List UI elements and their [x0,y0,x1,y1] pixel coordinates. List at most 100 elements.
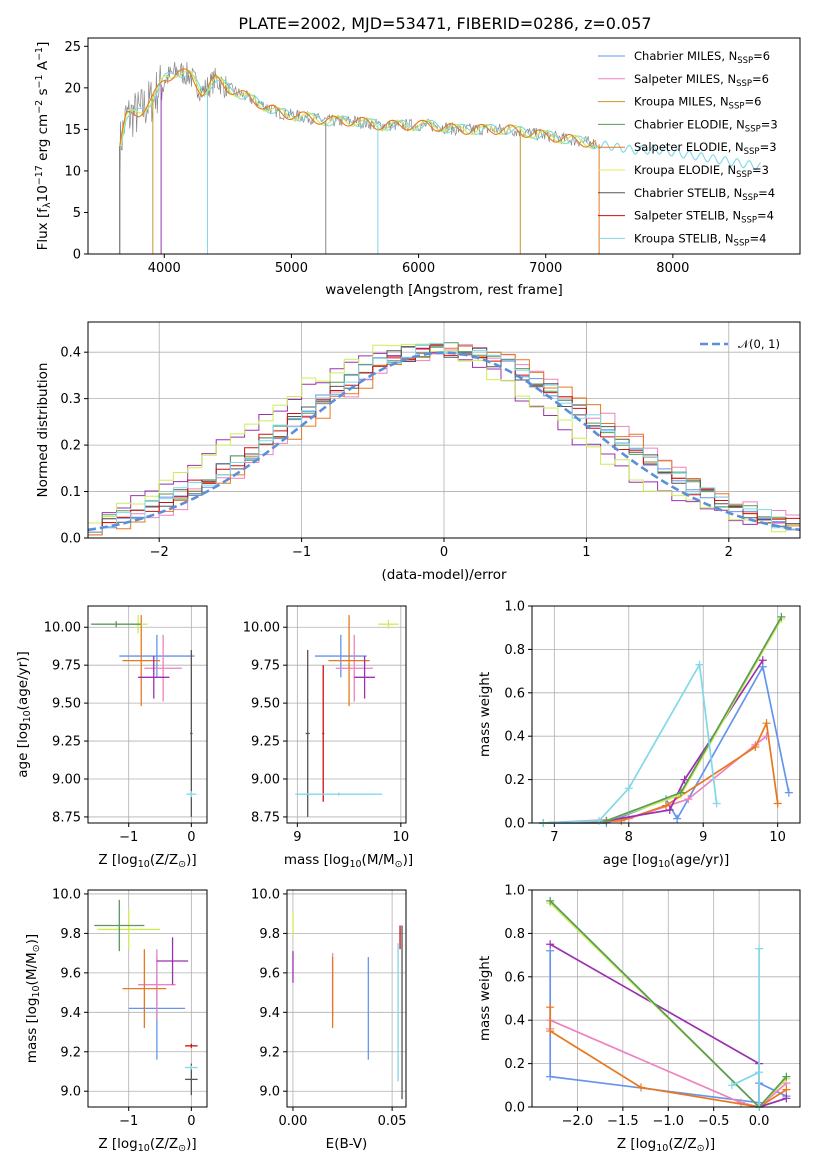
legend-entry: 𝒩(0, 1) [738,337,780,351]
x-tick-label: −1.0 [652,1114,684,1129]
x-axis-label: Z [log10(Z/Z⊙)] [98,1136,196,1154]
y-tick-label: 8.75 [251,810,280,825]
x-tick-label: −1 [119,830,138,845]
mass-weight-series-line [543,659,764,824]
y-tick-label: 9.4 [259,1006,280,1021]
data-point-marker [736,1098,745,1107]
legend-entry: Kroupa STELIB, NSSP=4 [634,231,766,248]
y-tick-label: 9.75 [52,659,81,674]
y-tick-label: 9.8 [259,927,280,942]
panel-5: −1 0 9.0 9.2 9.4 9.6 9.8 10.0 Z [log10(Z/Z⊙)] mas… [24,887,208,1154]
axes-frame [286,889,407,1108]
data-point-marker [680,775,689,784]
x-tick-label: 7 [550,830,558,845]
y-tick-label: 9.2 [259,1045,280,1060]
model-spectrum-line [119,68,597,148]
y-tick-label: 1.0 [504,884,525,899]
legend-entry: Chabrier ELODIE, NSSP=3 [634,117,778,134]
x-tick-label: 8000 [656,261,689,276]
y-tick-label: 9.50 [52,697,81,712]
y-tick-label: 9.8 [60,927,81,942]
y-axis-label: Normed distribution [35,363,51,498]
y-tick-label: 9.6 [259,966,280,981]
y-tick-label: 0.0 [504,1101,525,1116]
x-axis-label: Z [log10(Z/Z⊙)] [98,852,196,870]
x-axis-label: age [log10(age/yr)] [603,852,729,870]
data-point-marker [755,944,764,953]
y-tick-label: 0.0 [504,817,525,832]
y-tick-label: 5 [73,206,81,221]
panel-6: 0.00 0.05 9.0 9.2 9.4 9.6 9.8 10.0 E(B-V) [251,887,407,1152]
panel-2: −1 0 8.75 9.00 9.25 9.50 9.75 10.00 Z [log10(Z/Z… [15,605,208,870]
y-tick-label: 25 [64,40,81,55]
residual-histogram [88,342,800,533]
y-tick-label: 9.6 [60,966,81,981]
x-tick-label: −1 [119,1114,138,1129]
data-point-marker [546,940,555,949]
y-tick-label: 0.6 [504,970,525,985]
y-tick-label: 0.4 [60,346,81,361]
data-point-marker [782,1085,791,1094]
x-tick-label: 7000 [529,261,562,276]
data-point-marker [751,743,760,752]
y-tick-label: 0.3 [60,392,81,407]
x-tick-label: 10 [769,830,786,845]
data-point-marker [712,799,721,808]
x-tick-label: −1.5 [607,1114,639,1129]
mass-weight-series-line [543,616,783,824]
data-point-marker [676,788,685,797]
x-tick-label: 10 [393,830,410,845]
y-tick-label: 9.4 [60,1006,81,1021]
y-axis-label: mass weight [477,956,493,1041]
legend-entry: Chabrier STELIB, NSSP=4 [634,186,775,203]
y-tick-label: 10.00 [243,621,280,636]
x-tick-label: 1 [582,545,590,560]
mass-weight-series-line [543,720,779,824]
y-tick-label: 0.8 [504,643,525,658]
axes-frame [87,37,801,255]
x-axis-label: wavelength [Angstrom, rest frame] [325,282,563,298]
y-tick-label: 20 [64,81,81,96]
legend-entry: Kroupa MILES, NSSP=6 [634,95,761,112]
axes-frame [531,605,801,824]
y-tick-label: 0.2 [504,1057,525,1072]
y-tick-label: 9.50 [251,697,280,712]
data-point-marker [695,660,704,669]
y-tick-label: 10.0 [52,887,81,902]
y-tick-label: 0.0 [60,532,81,547]
y-tick-label: 9.75 [251,659,280,674]
y-tick-label: 0.4 [504,730,525,745]
axes-frame [87,605,208,824]
x-tick-label: 9 [293,830,301,845]
y-tick-label: 10 [64,164,81,179]
y-tick-label: 0.6 [504,686,525,701]
axes-frame [87,889,208,1108]
y-tick-label: 1.0 [504,600,525,615]
y-tick-label: 0 [73,248,81,263]
y-tick-label: 15 [64,123,81,138]
axes-frame [87,321,801,539]
panel-4: 7 8 9 10 0.0 0.2 0.4 0.6 0.8 1.0 mass weight age [l… [477,600,801,870]
data-point-marker [684,795,693,804]
y-axis-label: mass weight [477,672,493,757]
mass-weight-series-line [731,948,760,1107]
y-tick-label: 9.25 [251,735,280,750]
legend-entry: Kroupa ELODIE, NSSP=3 [634,163,769,180]
data-point-marker [784,788,793,797]
model-spectrum-line [119,72,762,171]
x-tick-label: −0.5 [698,1114,730,1129]
x-tick-label: 8 [625,830,633,845]
y-tick-label: 9.0 [60,1085,81,1100]
model-spectrum-line [119,69,597,150]
x-axis-label: (data-model)/error [381,567,507,583]
y-tick-label: 0.2 [60,439,81,454]
x-tick-label: −2 [150,545,169,560]
x-axis-label: mass [log10(M/M⊙)] [284,852,413,870]
data-point-marker [662,801,670,810]
x-axis-label: E(B-V) [326,1136,368,1152]
data-point-marker [762,719,771,728]
data-point-marker [665,805,674,814]
data-point-marker [782,1094,791,1103]
data-point-marker [624,784,633,793]
y-tick-label: 10.0 [251,887,280,902]
